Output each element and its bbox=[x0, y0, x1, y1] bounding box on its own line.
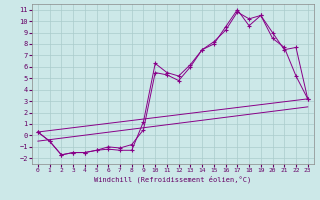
X-axis label: Windchill (Refroidissement éolien,°C): Windchill (Refroidissement éolien,°C) bbox=[94, 176, 252, 183]
